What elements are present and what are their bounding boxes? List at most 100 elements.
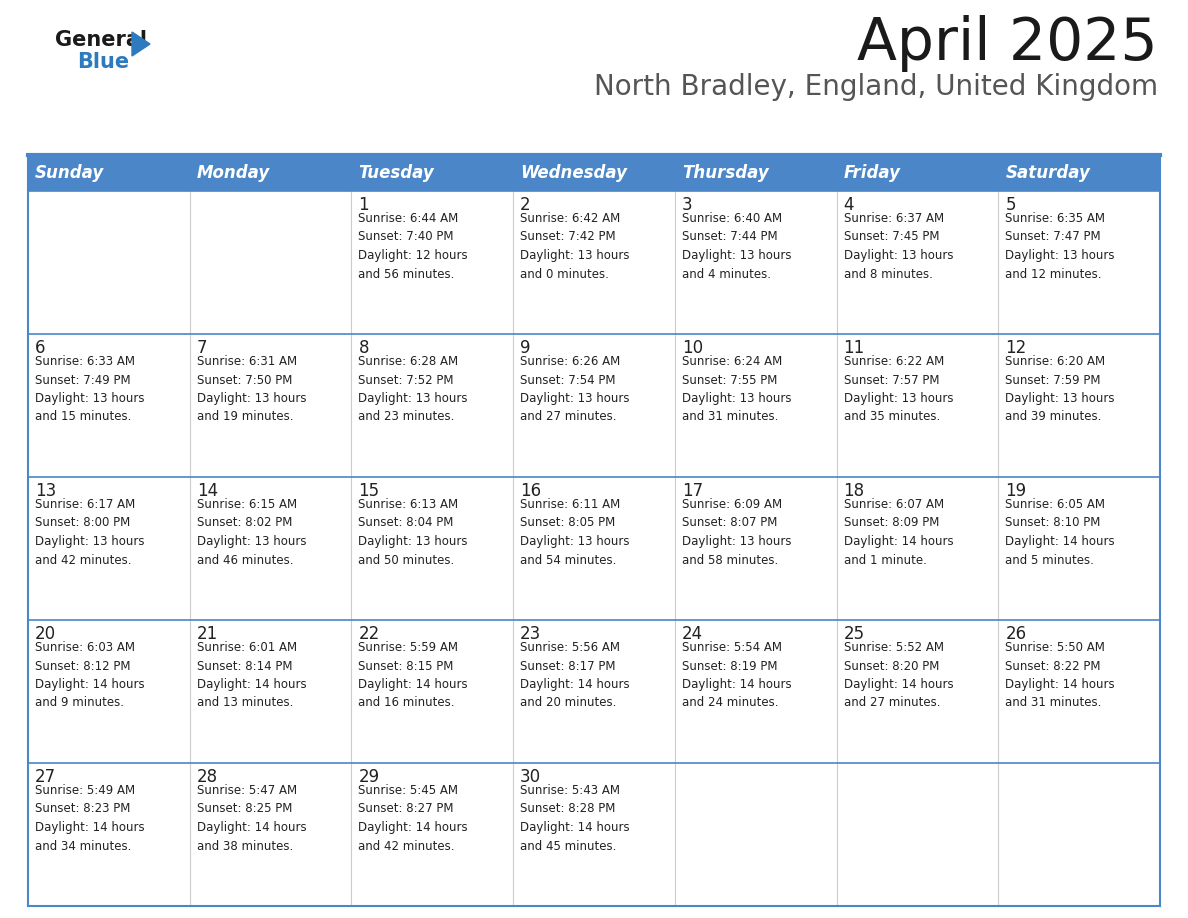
Text: Wednesday: Wednesday	[520, 164, 627, 182]
Text: Sunday: Sunday	[34, 164, 105, 182]
Text: 17: 17	[682, 482, 703, 500]
Text: Sunrise: 6:35 AM
Sunset: 7:47 PM
Daylight: 13 hours
and 12 minutes.: Sunrise: 6:35 AM Sunset: 7:47 PM Dayligh…	[1005, 212, 1114, 281]
Bar	[998, 620, 1159, 763]
Text: 29: 29	[359, 768, 379, 786]
Text: 20: 20	[34, 625, 56, 643]
Bar	[352, 334, 513, 477]
Bar	[513, 477, 675, 620]
Text: Sunrise: 6:05 AM
Sunset: 8:10 PM
Daylight: 14 hours
and 5 minutes.: Sunrise: 6:05 AM Sunset: 8:10 PM Dayligh…	[1005, 498, 1114, 566]
Bar	[352, 477, 513, 620]
Text: 28: 28	[197, 768, 217, 786]
Text: Sunrise: 6:40 AM
Sunset: 7:44 PM
Daylight: 13 hours
and 4 minutes.: Sunrise: 6:40 AM Sunset: 7:44 PM Dayligh…	[682, 212, 791, 281]
Text: 14: 14	[197, 482, 217, 500]
Bar	[29, 155, 1159, 906]
Text: April 2025: April 2025	[858, 15, 1158, 72]
Text: Sunrise: 6:26 AM
Sunset: 7:54 PM
Daylight: 13 hours
and 27 minutes.: Sunrise: 6:26 AM Sunset: 7:54 PM Dayligh…	[520, 355, 630, 423]
Bar	[836, 334, 998, 477]
Bar	[190, 334, 352, 477]
Text: Sunrise: 6:09 AM
Sunset: 8:07 PM
Daylight: 13 hours
and 58 minutes.: Sunrise: 6:09 AM Sunset: 8:07 PM Dayligh…	[682, 498, 791, 566]
Text: Sunrise: 6:22 AM
Sunset: 7:57 PM
Daylight: 13 hours
and 35 minutes.: Sunrise: 6:22 AM Sunset: 7:57 PM Dayligh…	[843, 355, 953, 423]
Bar	[836, 763, 998, 906]
Text: Sunrise: 6:28 AM
Sunset: 7:52 PM
Daylight: 13 hours
and 23 minutes.: Sunrise: 6:28 AM Sunset: 7:52 PM Dayligh…	[359, 355, 468, 423]
Text: 13: 13	[34, 482, 56, 500]
Text: Sunrise: 6:24 AM
Sunset: 7:55 PM
Daylight: 13 hours
and 31 minutes.: Sunrise: 6:24 AM Sunset: 7:55 PM Dayligh…	[682, 355, 791, 423]
Text: Saturday: Saturday	[1005, 164, 1091, 182]
Bar	[836, 620, 998, 763]
Text: 26: 26	[1005, 625, 1026, 643]
Text: 24: 24	[682, 625, 703, 643]
Text: 11: 11	[843, 339, 865, 357]
Text: Sunrise: 6:37 AM
Sunset: 7:45 PM
Daylight: 13 hours
and 8 minutes.: Sunrise: 6:37 AM Sunset: 7:45 PM Dayligh…	[843, 212, 953, 281]
Text: 22: 22	[359, 625, 380, 643]
Text: 19: 19	[1005, 482, 1026, 500]
Text: Sunrise: 6:33 AM
Sunset: 7:49 PM
Daylight: 13 hours
and 15 minutes.: Sunrise: 6:33 AM Sunset: 7:49 PM Dayligh…	[34, 355, 145, 423]
Text: Tuesday: Tuesday	[359, 164, 434, 182]
Bar	[675, 477, 836, 620]
Bar	[513, 191, 675, 334]
Text: Sunrise: 6:11 AM
Sunset: 8:05 PM
Daylight: 13 hours
and 54 minutes.: Sunrise: 6:11 AM Sunset: 8:05 PM Dayligh…	[520, 498, 630, 566]
Text: General: General	[55, 30, 147, 50]
Bar	[190, 191, 352, 334]
Text: 8: 8	[359, 339, 369, 357]
Text: 25: 25	[843, 625, 865, 643]
Text: Sunrise: 6:07 AM
Sunset: 8:09 PM
Daylight: 14 hours
and 1 minute.: Sunrise: 6:07 AM Sunset: 8:09 PM Dayligh…	[843, 498, 953, 566]
Bar	[190, 477, 352, 620]
Text: Sunrise: 5:54 AM
Sunset: 8:19 PM
Daylight: 14 hours
and 24 minutes.: Sunrise: 5:54 AM Sunset: 8:19 PM Dayligh…	[682, 641, 791, 710]
Bar	[190, 763, 352, 906]
Bar	[998, 334, 1159, 477]
Text: Sunrise: 5:50 AM
Sunset: 8:22 PM
Daylight: 14 hours
and 31 minutes.: Sunrise: 5:50 AM Sunset: 8:22 PM Dayligh…	[1005, 641, 1114, 710]
Bar	[998, 763, 1159, 906]
Text: 30: 30	[520, 768, 542, 786]
Bar	[836, 477, 998, 620]
Text: Sunrise: 6:44 AM
Sunset: 7:40 PM
Daylight: 12 hours
and 56 minutes.: Sunrise: 6:44 AM Sunset: 7:40 PM Dayligh…	[359, 212, 468, 281]
Bar	[513, 763, 675, 906]
Text: Blue: Blue	[77, 52, 129, 72]
Text: 1: 1	[359, 196, 369, 214]
Bar	[513, 334, 675, 477]
Bar	[998, 191, 1159, 334]
Bar	[836, 191, 998, 334]
Text: Sunrise: 6:42 AM
Sunset: 7:42 PM
Daylight: 13 hours
and 0 minutes.: Sunrise: 6:42 AM Sunset: 7:42 PM Dayligh…	[520, 212, 630, 281]
Text: Sunrise: 6:17 AM
Sunset: 8:00 PM
Daylight: 13 hours
and 42 minutes.: Sunrise: 6:17 AM Sunset: 8:00 PM Dayligh…	[34, 498, 145, 566]
Bar	[675, 334, 836, 477]
Bar	[675, 620, 836, 763]
Bar	[190, 620, 352, 763]
Text: 3: 3	[682, 196, 693, 214]
Text: Sunrise: 5:56 AM
Sunset: 8:17 PM
Daylight: 14 hours
and 20 minutes.: Sunrise: 5:56 AM Sunset: 8:17 PM Dayligh…	[520, 641, 630, 710]
Bar	[675, 763, 836, 906]
Bar	[352, 620, 513, 763]
Text: 7: 7	[197, 339, 207, 357]
Text: 9: 9	[520, 339, 531, 357]
Text: Sunrise: 6:01 AM
Sunset: 8:14 PM
Daylight: 14 hours
and 13 minutes.: Sunrise: 6:01 AM Sunset: 8:14 PM Dayligh…	[197, 641, 307, 710]
Text: Sunrise: 5:43 AM
Sunset: 8:28 PM
Daylight: 14 hours
and 45 minutes.: Sunrise: 5:43 AM Sunset: 8:28 PM Dayligh…	[520, 784, 630, 853]
Text: North Bradley, England, United Kingdom: North Bradley, England, United Kingdom	[594, 73, 1158, 101]
Bar	[513, 620, 675, 763]
Text: 12: 12	[1005, 339, 1026, 357]
Text: Monday: Monday	[197, 164, 270, 182]
Text: 2: 2	[520, 196, 531, 214]
Polygon shape	[132, 32, 150, 56]
Text: 6: 6	[34, 339, 45, 357]
Text: Sunrise: 5:59 AM
Sunset: 8:15 PM
Daylight: 14 hours
and 16 minutes.: Sunrise: 5:59 AM Sunset: 8:15 PM Dayligh…	[359, 641, 468, 710]
Text: Sunrise: 6:15 AM
Sunset: 8:02 PM
Daylight: 13 hours
and 46 minutes.: Sunrise: 6:15 AM Sunset: 8:02 PM Dayligh…	[197, 498, 307, 566]
Text: 16: 16	[520, 482, 542, 500]
Text: Sunrise: 6:13 AM
Sunset: 8:04 PM
Daylight: 13 hours
and 50 minutes.: Sunrise: 6:13 AM Sunset: 8:04 PM Dayligh…	[359, 498, 468, 566]
Bar	[29, 477, 190, 620]
Text: Friday: Friday	[843, 164, 901, 182]
Bar	[29, 334, 190, 477]
Bar	[352, 763, 513, 906]
Text: 18: 18	[843, 482, 865, 500]
Bar	[352, 191, 513, 334]
Text: Sunrise: 5:52 AM
Sunset: 8:20 PM
Daylight: 14 hours
and 27 minutes.: Sunrise: 5:52 AM Sunset: 8:20 PM Dayligh…	[843, 641, 953, 710]
Text: Sunrise: 6:20 AM
Sunset: 7:59 PM
Daylight: 13 hours
and 39 minutes.: Sunrise: 6:20 AM Sunset: 7:59 PM Dayligh…	[1005, 355, 1114, 423]
Text: 4: 4	[843, 196, 854, 214]
Bar	[29, 620, 190, 763]
Text: 10: 10	[682, 339, 703, 357]
Bar	[675, 191, 836, 334]
Text: 27: 27	[34, 768, 56, 786]
Bar	[29, 155, 1159, 191]
Bar	[29, 763, 190, 906]
Text: 15: 15	[359, 482, 379, 500]
Text: 21: 21	[197, 625, 217, 643]
Text: Sunrise: 5:49 AM
Sunset: 8:23 PM
Daylight: 14 hours
and 34 minutes.: Sunrise: 5:49 AM Sunset: 8:23 PM Dayligh…	[34, 784, 145, 853]
